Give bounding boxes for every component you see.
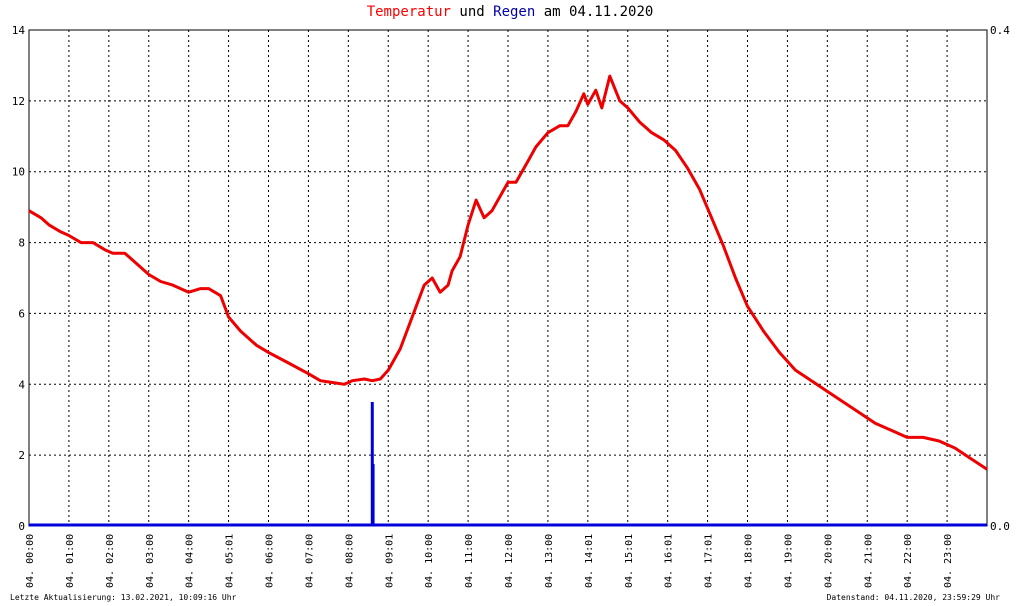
x-tick-label: 04. 16:01 bbox=[664, 534, 675, 588]
title-rain: Regen bbox=[493, 4, 536, 20]
x-tick-label: 04. 12:00 bbox=[504, 534, 515, 588]
y-right-tick-label: 0.4 bbox=[990, 24, 1010, 37]
x-tick-label: 04. 06:00 bbox=[265, 534, 276, 588]
x-tick-label: 04. 21:00 bbox=[863, 534, 874, 588]
y-left-tick-label: 10 bbox=[12, 166, 25, 179]
y-left-tick-label: 12 bbox=[12, 95, 25, 108]
footer-data-status: Datenstand: 04.11.2020, 23:59:29 Uhr bbox=[826, 593, 1000, 602]
title-temperature: Temperatur bbox=[366, 4, 451, 20]
y-left-tick-label: 14 bbox=[12, 24, 26, 37]
y-left-tick-label: 0 bbox=[18, 520, 25, 533]
x-tick-label: 04. 09:01 bbox=[384, 534, 395, 588]
x-tick-label: 04. 02:00 bbox=[105, 534, 116, 588]
y-left-tick-label: 8 bbox=[18, 237, 25, 250]
y-right-tick-label: 0.0 bbox=[990, 520, 1010, 533]
x-tick-label: 04. 10:00 bbox=[424, 534, 435, 588]
x-tick-label: 04. 18:00 bbox=[744, 534, 755, 588]
title-connector: und bbox=[450, 4, 494, 20]
x-tick-label: 04. 00:00 bbox=[25, 534, 36, 588]
x-tick-label: 04. 13:00 bbox=[544, 534, 555, 588]
x-tick-label: 04. 03:00 bbox=[145, 534, 156, 588]
temperature-line bbox=[28, 74, 988, 471]
y-left-tick-label: 6 bbox=[18, 307, 25, 320]
x-tick-label: 04. 04:00 bbox=[185, 534, 196, 588]
x-tick-label: 04. 22:00 bbox=[903, 534, 914, 588]
x-tick-label: 04. 15:01 bbox=[624, 534, 635, 588]
chart-title: Temperatur und Regen am 04.11.2020 bbox=[0, 4, 1020, 20]
x-tick-label: 04. 14:01 bbox=[584, 534, 595, 588]
x-tick-label: 04. 23:00 bbox=[943, 534, 954, 588]
x-tick-label: 04. 17:01 bbox=[704, 534, 715, 588]
x-tick-label: 04. 01:00 bbox=[65, 534, 76, 588]
footer-last-update: Letzte Aktualisierung: 13.02.2021, 10:09… bbox=[10, 593, 237, 602]
x-tick-label: 04. 08:00 bbox=[344, 534, 355, 588]
y-left-tick-label: 2 bbox=[18, 449, 25, 462]
x-tick-label: 04. 11:00 bbox=[464, 534, 475, 588]
x-tick-label: 04. 05:01 bbox=[225, 534, 236, 588]
y-left-tick-label: 4 bbox=[18, 378, 25, 391]
x-tick-label: 04. 19:00 bbox=[783, 534, 794, 588]
x-tick-label: 04. 20:00 bbox=[823, 534, 834, 588]
x-tick-label: 04. 07:00 bbox=[304, 534, 315, 588]
title-date: am 04.11.2020 bbox=[535, 4, 654, 20]
